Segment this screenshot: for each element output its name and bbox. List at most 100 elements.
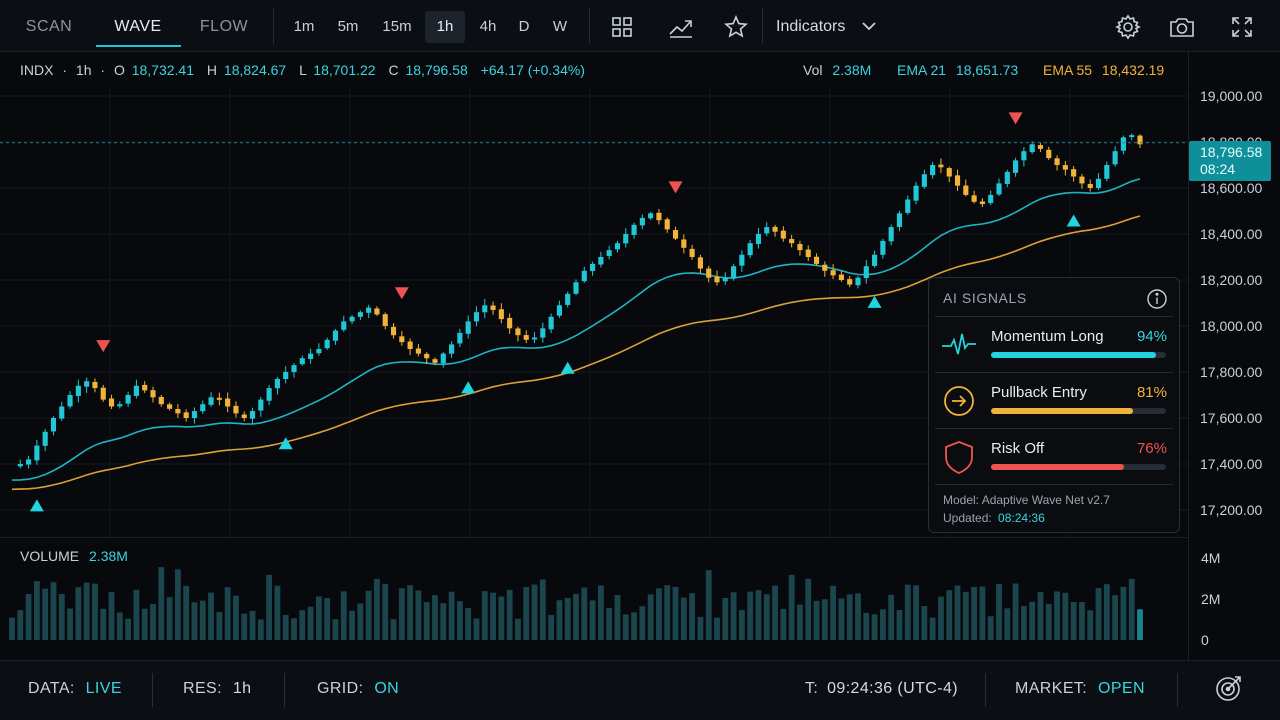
drawing-tool-icon[interactable] bbox=[666, 12, 696, 42]
info-icon[interactable] bbox=[1146, 288, 1168, 310]
chevron-down-icon[interactable] bbox=[860, 16, 878, 36]
timeframe-5m[interactable]: 5m bbox=[337, 18, 359, 35]
volume-bar bbox=[365, 590, 372, 640]
volume-bar bbox=[349, 610, 355, 640]
candle-body bbox=[208, 397, 214, 405]
candle-body bbox=[979, 201, 985, 205]
timeframe-15m[interactable]: 15m bbox=[382, 18, 412, 35]
volume-tick-label: 0 bbox=[1201, 632, 1209, 648]
volume-bar bbox=[183, 585, 190, 640]
candle-body bbox=[457, 332, 463, 344]
timeframe-1h[interactable]: 1h bbox=[425, 11, 465, 43]
buy-signal-marker bbox=[560, 361, 575, 374]
sell-signal-marker bbox=[1008, 112, 1023, 125]
candle-body bbox=[971, 195, 977, 202]
status-bar: DATA: LIVE RES: 1h GRID: ON T: 09:24:36 … bbox=[0, 660, 1280, 720]
model-info: Model: Adaptive Wave Net v2.7 bbox=[943, 493, 1110, 507]
timeframe-w[interactable]: W bbox=[552, 18, 568, 35]
ema55-line bbox=[11, 215, 1141, 491]
candle-body bbox=[424, 353, 430, 359]
candle-body bbox=[747, 243, 753, 256]
low-label: L bbox=[299, 62, 307, 78]
candle-body bbox=[299, 358, 305, 365]
volume-bar bbox=[1103, 584, 1110, 640]
candle-body bbox=[813, 256, 820, 264]
status-grid[interactable]: GRID: ON bbox=[317, 680, 399, 698]
volume-bar bbox=[1037, 592, 1044, 640]
ema55-label[interactable]: EMA 55 bbox=[1043, 62, 1093, 78]
volume-bar bbox=[158, 567, 165, 640]
ai-signals-panel: AI SIGNALS Momentum Long 94% Pullback En… bbox=[928, 277, 1180, 533]
volume-bar bbox=[1120, 586, 1127, 640]
tab-flow[interactable]: FLOW bbox=[199, 18, 249, 35]
candle-body bbox=[697, 257, 703, 269]
layout-grid-icon[interactable] bbox=[607, 12, 637, 42]
candle-body bbox=[614, 243, 621, 250]
candle-body bbox=[863, 266, 869, 279]
volume-bar bbox=[1054, 591, 1060, 640]
candle-body bbox=[382, 314, 388, 326]
symbol-label[interactable]: INDX bbox=[20, 62, 54, 78]
indicators-dropdown[interactable]: Indicators bbox=[776, 18, 846, 35]
price-chart[interactable]: 19,000.0018,800.0018,600.0018,400.0018,2… bbox=[0, 52, 1280, 537]
volume-chart[interactable]: 4M 2M 0 bbox=[0, 538, 1280, 660]
volume-bar bbox=[714, 617, 720, 640]
volume-bar bbox=[498, 596, 505, 640]
ema21-label[interactable]: EMA 21 bbox=[897, 62, 947, 78]
signal-risk-off[interactable]: Risk Off 76% bbox=[935, 428, 1173, 484]
candle-body bbox=[938, 164, 944, 168]
volume-bar bbox=[738, 609, 745, 640]
divider bbox=[152, 673, 153, 707]
timeframe-4h[interactable]: 4h bbox=[479, 18, 497, 35]
timeframe-d[interactable]: D bbox=[518, 18, 530, 35]
candle-body bbox=[399, 336, 405, 343]
candle-body bbox=[92, 381, 98, 389]
candle-body bbox=[117, 404, 123, 407]
volume-bar bbox=[208, 592, 214, 640]
signal-pullback-entry[interactable]: Pullback Entry 81% bbox=[935, 372, 1173, 428]
fullscreen-icon[interactable] bbox=[1227, 12, 1257, 42]
gear-icon[interactable] bbox=[1113, 12, 1143, 42]
volume-bar bbox=[1079, 601, 1085, 640]
camera-icon[interactable] bbox=[1167, 12, 1197, 42]
high-value: 18,824.67 bbox=[223, 62, 287, 78]
candle-body bbox=[133, 385, 139, 396]
star-icon[interactable] bbox=[721, 12, 751, 42]
signal-momentum-long[interactable]: Momentum Long 94% bbox=[935, 316, 1173, 372]
candle-body bbox=[996, 183, 1002, 195]
tab-wave[interactable]: WAVE bbox=[114, 18, 162, 35]
volume-bar bbox=[1045, 603, 1052, 640]
volume-bar bbox=[465, 607, 472, 640]
volume-bar bbox=[946, 590, 953, 640]
candle-body bbox=[407, 341, 413, 349]
volume-bar bbox=[274, 585, 281, 640]
candle-body bbox=[780, 230, 786, 239]
volume-bar bbox=[116, 612, 123, 640]
buy-signal-marker bbox=[867, 295, 882, 308]
candle-body bbox=[1004, 171, 1010, 184]
volume-bar bbox=[448, 591, 455, 640]
volume-bar bbox=[17, 610, 24, 640]
volume-tick-label: 4M bbox=[1201, 550, 1220, 566]
close-value: 18,796.58 bbox=[405, 62, 468, 78]
volume-bar bbox=[921, 606, 928, 640]
candle-body bbox=[1071, 169, 1077, 177]
volume-bar bbox=[75, 587, 82, 640]
candle-body bbox=[764, 227, 770, 234]
volume-bar bbox=[622, 614, 629, 640]
candle-body bbox=[573, 282, 579, 294]
volume-bar bbox=[614, 594, 621, 640]
candle-body bbox=[896, 213, 903, 227]
low-value: 18,701.22 bbox=[313, 62, 376, 78]
volume-bar bbox=[315, 596, 322, 640]
candle-body bbox=[507, 317, 513, 329]
candle-body bbox=[656, 212, 662, 221]
tab-scan[interactable]: SCAN bbox=[25, 18, 73, 35]
candle-body bbox=[200, 404, 206, 412]
volume-bar bbox=[639, 606, 646, 640]
divider bbox=[273, 8, 274, 44]
timeframe-1m[interactable]: 1m bbox=[293, 18, 315, 35]
volume-bar bbox=[780, 608, 787, 640]
target-icon[interactable] bbox=[1214, 673, 1244, 703]
buy-signal-marker bbox=[461, 381, 476, 394]
